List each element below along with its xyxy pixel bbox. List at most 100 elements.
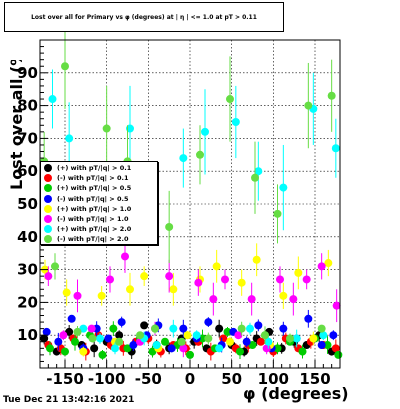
data-point: [276, 275, 284, 284]
data-point: [331, 144, 340, 153]
data-point: [73, 327, 82, 336]
data-point: [165, 272, 174, 281]
y-tick-label: 80: [17, 97, 38, 115]
data-point: [98, 350, 107, 359]
data-point: [48, 95, 57, 104]
data-point: [319, 331, 328, 340]
data-point: [198, 334, 207, 343]
data-point: [54, 337, 63, 346]
legend-marker: [44, 194, 52, 203]
data-point: [234, 331, 243, 340]
data-point: [148, 347, 157, 356]
data-point: [215, 324, 224, 333]
legend-marker: [44, 204, 52, 213]
data-point: [242, 337, 251, 346]
data-point: [165, 222, 174, 231]
legend-item: (-) with pT/|q| > 2.0: [44, 234, 154, 244]
data-point: [223, 327, 232, 336]
data-point: [67, 314, 76, 323]
data-point: [79, 347, 88, 356]
data-point: [327, 91, 336, 100]
data-point: [115, 337, 124, 346]
data-point: [102, 124, 111, 133]
data-point: [286, 334, 294, 343]
data-point: [226, 95, 234, 104]
y-tick-label: 90: [17, 64, 38, 82]
timestamp: Tue Dec 21 13:42:16 2021: [3, 395, 135, 405]
data-point: [183, 331, 192, 340]
data-point: [289, 295, 298, 304]
data-point: [167, 344, 176, 353]
x-tick-label: 100: [258, 370, 289, 388]
data-point: [59, 331, 68, 340]
legend-marker: [44, 174, 52, 183]
legend-marker: [44, 215, 52, 224]
data-point: [123, 344, 132, 353]
data-point: [254, 321, 263, 330]
data-point: [264, 337, 273, 346]
data-point: [111, 344, 119, 353]
data-point: [62, 288, 71, 297]
data-point: [246, 324, 254, 333]
data-point: [273, 344, 282, 353]
legend-marker: [44, 235, 52, 244]
data-point: [71, 337, 79, 346]
data-point: [215, 344, 224, 353]
data-point: [179, 324, 188, 333]
legend-marker: [44, 225, 52, 234]
data-point: [323, 341, 332, 350]
legend-marker: [44, 164, 52, 173]
data-point: [237, 324, 246, 333]
data-point: [169, 285, 178, 294]
legend-label: (+) with pT/|q| > 0.5: [57, 184, 132, 193]
data-point: [304, 101, 313, 110]
legend-item: (+) with pT/|q| > 0.5: [44, 183, 154, 193]
data-point: [332, 301, 341, 310]
data-point: [329, 331, 338, 340]
data-point: [317, 262, 326, 271]
data-point: [334, 350, 343, 359]
y-axis-label-container: Lost over all (%): [7, 60, 26, 190]
data-point: [177, 337, 186, 346]
data-point: [65, 134, 74, 143]
y-tick-label: 70: [17, 129, 38, 147]
data-point: [40, 334, 49, 343]
data-point: [302, 275, 311, 284]
data-point: [61, 62, 69, 71]
data-point: [79, 324, 88, 333]
data-point: [140, 272, 149, 281]
data-point: [298, 347, 307, 356]
data-point: [196, 150, 204, 159]
x-tick-label: 150: [299, 370, 330, 388]
legend-label: (-) with pT/|q| > 0.5: [57, 194, 129, 203]
legend-item: (-) with pT/|q| > 0.5: [44, 194, 154, 204]
data-point: [73, 291, 82, 300]
data-point: [121, 252, 129, 261]
data-point: [179, 344, 188, 353]
data-point: [294, 268, 303, 277]
data-point: [106, 275, 114, 284]
data-point: [236, 347, 244, 356]
legend: (+) with pT/|q| > 0.1 (-) with pT/|q| > 0…: [40, 161, 158, 245]
data-point: [204, 318, 213, 327]
y-tick-label: 60: [17, 162, 38, 180]
data-point: [61, 347, 69, 356]
data-point: [212, 262, 221, 271]
data-point: [317, 341, 326, 350]
x-tick-label: 0: [185, 370, 195, 388]
data-point: [292, 334, 301, 343]
data-point: [261, 331, 269, 340]
x-axis-label: φ (degrees): [243, 384, 349, 403]
data-point: [117, 318, 126, 327]
data-point: [221, 275, 229, 284]
data-point: [90, 344, 99, 353]
data-point: [209, 295, 218, 304]
legend-marker: [44, 184, 52, 193]
chart-title-box: Lost over all for Primary vs φ (degrees)…: [4, 2, 284, 32]
data-point: [309, 334, 318, 343]
data-point: [161, 337, 169, 346]
x-tick-label: -100: [88, 370, 126, 388]
legend-item: (+) with pT/|q| > 1.0: [44, 204, 154, 214]
data-point: [231, 118, 240, 126]
data-point: [226, 337, 234, 346]
